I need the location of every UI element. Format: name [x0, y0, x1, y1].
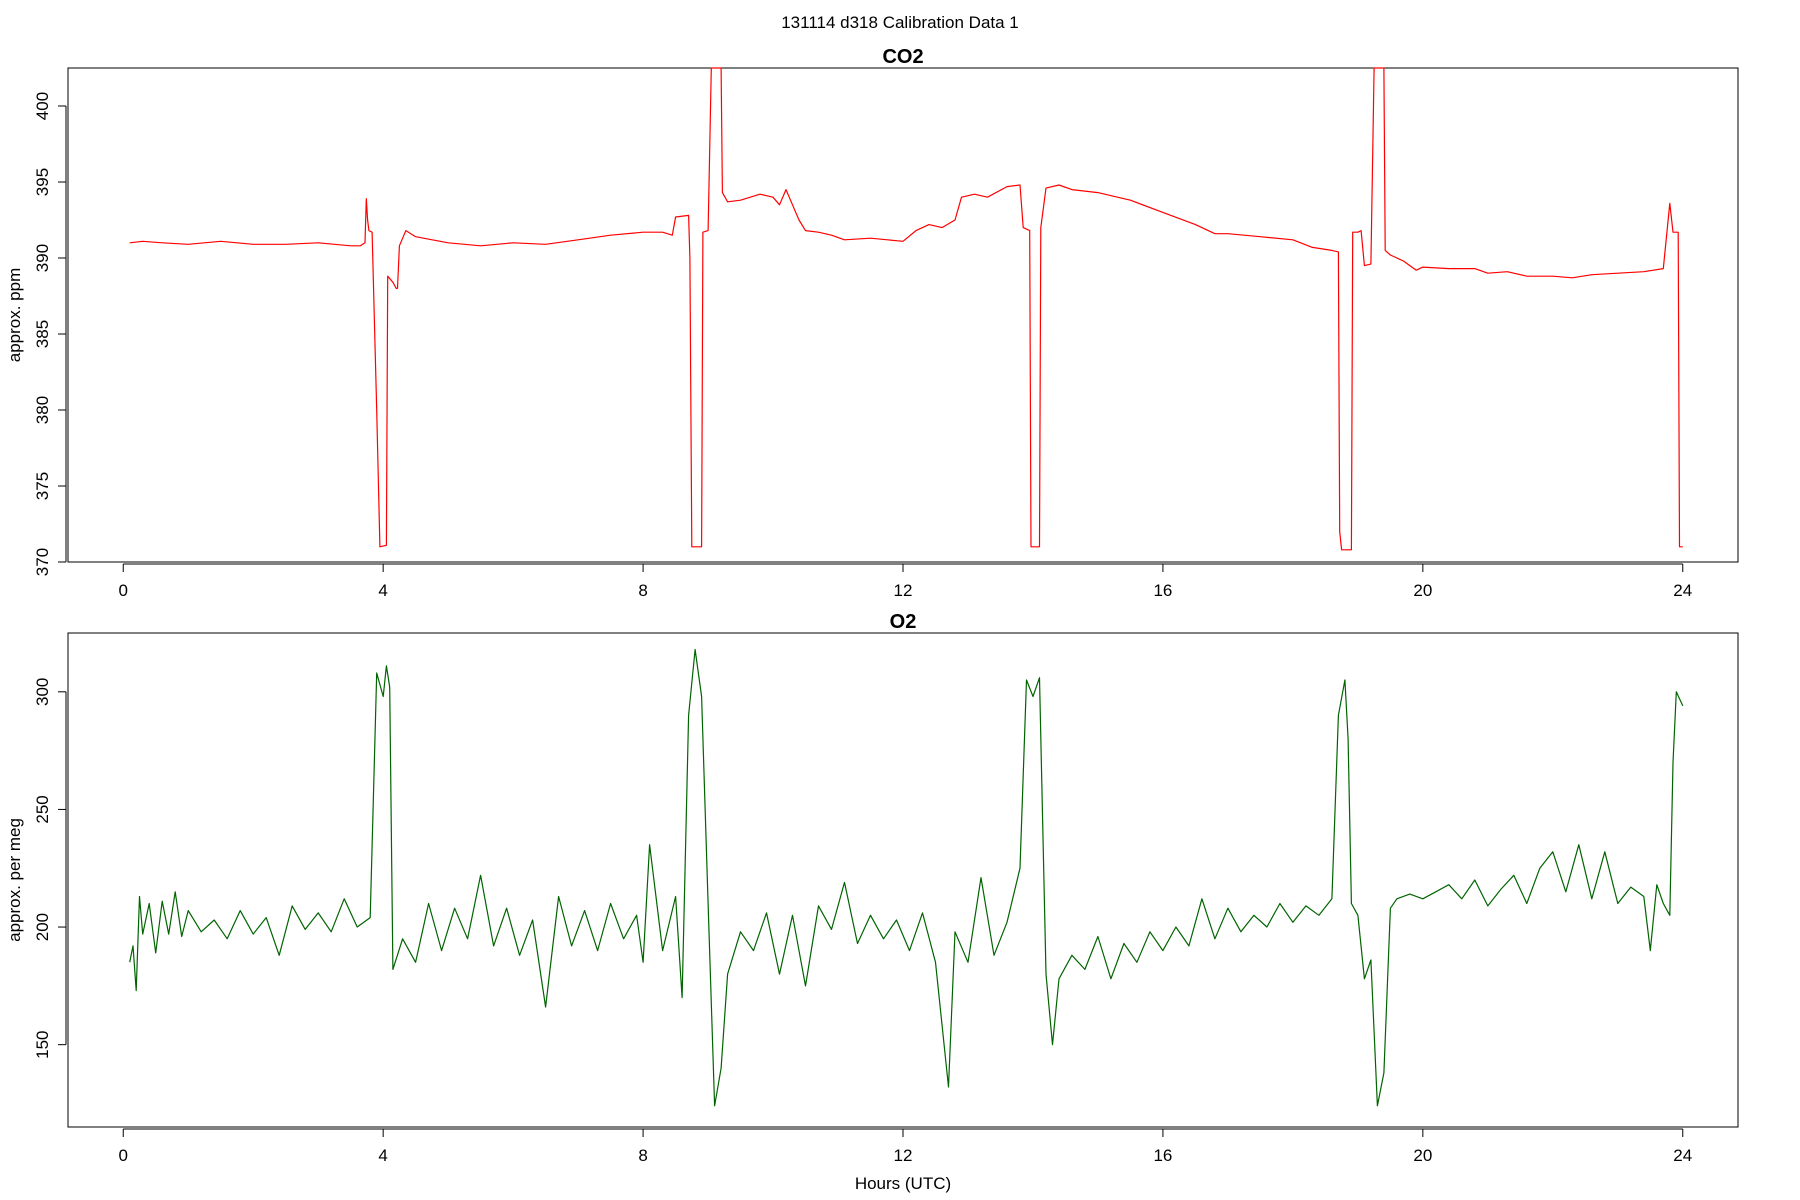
y-tick-label: 400	[33, 92, 52, 120]
series-line-co2	[129, 67, 1683, 551]
y-axis-label: approx. ppm	[5, 268, 24, 363]
y-tick-label: 200	[33, 913, 52, 941]
x-tick-label: 4	[378, 581, 387, 600]
panel-o2: O2 0 4 8 12 16 20 24 150 200 250 300 approx. per meg…	[5, 611, 1739, 1193]
y-axis-label: approx. per meg	[5, 818, 24, 942]
series-line-o2	[129, 648, 1684, 1107]
y-tick-label: 375	[33, 472, 52, 500]
x-tick-label: 24	[1673, 1146, 1692, 1165]
chart-panels: CO2 0 4 8 12 16 20 24 370 375 380 385 390 395 400 appro…	[5, 46, 1739, 1193]
y-tick-label: 370	[33, 548, 52, 576]
x-tick-label: 20	[1413, 1146, 1432, 1165]
x-tick-label: 12	[894, 581, 913, 600]
x-axis-label: Hours (UTC)	[855, 1174, 951, 1193]
y-tick-label: 150	[33, 1030, 52, 1058]
x-tick-label: 12	[894, 1146, 913, 1165]
y-tick-label: 395	[33, 168, 52, 196]
plot-frame	[67, 67, 1739, 563]
plot-frame	[67, 632, 1739, 1128]
y-tick-label: 390	[33, 244, 52, 272]
panel-title: CO2	[882, 46, 923, 68]
x-tick-label: 0	[118, 581, 127, 600]
x-tick-label: 4	[378, 1146, 387, 1165]
x-tick-label: 8	[638, 1146, 647, 1165]
y-tick-label: 385	[33, 320, 52, 348]
x-tick-label: 20	[1413, 581, 1432, 600]
x-tick-label: 0	[118, 1146, 127, 1165]
panel-co2: CO2 0 4 8 12 16 20 24 370 375 380 385 390 395 400 appro…	[5, 46, 1739, 600]
x-tick-label: 24	[1673, 581, 1692, 600]
x-tick-label: 8	[638, 581, 647, 600]
y-tick-label: 250	[33, 795, 52, 823]
x-tick-label: 16	[1153, 581, 1172, 600]
figure-title: 131114 d318 Calibration Data 1	[781, 13, 1019, 32]
y-tick-label: 300	[33, 678, 52, 706]
x-tick-label: 16	[1153, 1146, 1172, 1165]
panel-title: O2	[890, 611, 917, 633]
y-tick-label: 380	[33, 396, 52, 424]
